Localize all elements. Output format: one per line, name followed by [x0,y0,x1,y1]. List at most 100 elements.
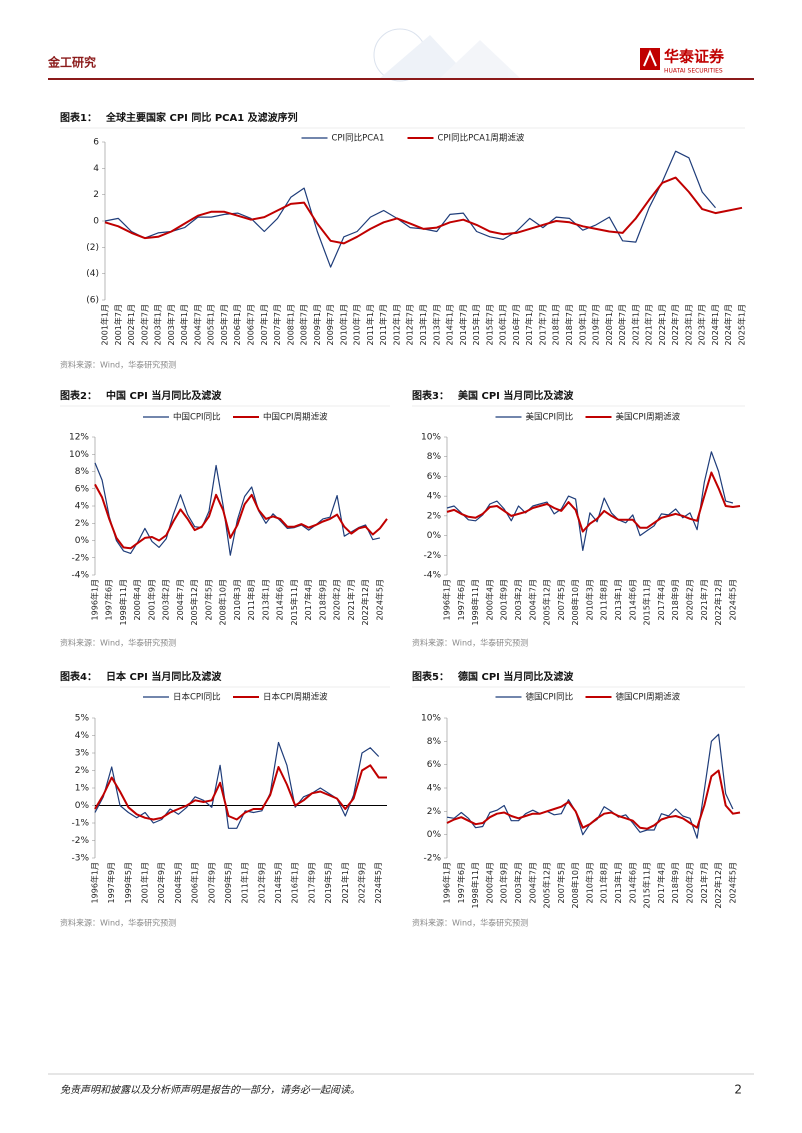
x-tick-label: 2015年11月 [289,579,299,626]
x-tick-label: 2012年9月 [256,862,266,903]
x-tick-label: 2004年1月 [179,304,189,345]
x-tick-label: 2016年7月 [511,304,521,345]
x-tick-label: 2005年12月 [189,579,199,626]
y-tick-label: -1% [71,819,89,829]
x-tick-label: 2005年7月 [219,304,229,345]
x-tick-label: 1997年6月 [104,579,114,620]
x-tick-label: 2010年3月 [584,579,594,620]
y-tick-label: 8% [427,452,442,462]
x-tick-label: 2014年5月 [273,862,283,903]
x-tick-label: 2015年11月 [642,579,652,626]
x-tick-label: 2001年1月 [140,862,150,903]
x-tick-label: 2021年7月 [346,579,356,620]
x-tick-label: 2003年2月 [513,579,523,620]
logo-cn: 华泰证券 [664,48,725,66]
x-tick-label: 2006年7月 [245,304,255,345]
x-tick-label: 1996年1月 [90,579,100,620]
x-tick-label: 2008年7月 [299,304,309,345]
legend-label: CPI同比PCA1 [332,133,385,144]
x-tick-label: 2006年1月 [232,304,242,345]
x-tick-label: 2005年12月 [542,862,552,909]
series-line [446,471,741,533]
x-tick-label: 2024年5月 [374,579,384,620]
x-tick-label: 2013年1月 [260,579,270,620]
x-tick-label: 2021年7月 [699,579,709,620]
y-tick-label: 0% [427,531,442,541]
y-tick-label: 0% [75,801,90,811]
figure-label: 图表3： [412,389,449,402]
y-tick-label: -2% [423,551,441,561]
y-tick-label: (6) [86,296,99,306]
x-tick-label: 2003年2月 [513,862,523,903]
figure-label: 图表5： [412,670,449,683]
x-tick-label: 2017年4月 [656,862,666,903]
x-tick-label: 2001年7月 [113,304,123,345]
x-tick-label: 1997年9月 [106,862,116,903]
footer-disclaimer: 免责声明和披露以及分析师声明是报告的一部分，请务必一起阅读。 [60,1084,360,1096]
x-tick-label: 1998年11月 [470,862,480,909]
x-tick-label: 2020年1月 [604,304,614,345]
x-tick-label: 2011年8月 [599,862,609,903]
series-line [446,769,741,830]
x-tick-label: 1996年1月 [90,862,100,903]
source-note: 资料来源：Wind，华泰研究预测 [412,918,528,928]
y-tick-label: 4% [75,731,90,741]
x-tick-label: 2016年1月 [498,304,508,345]
x-tick-label: 2015年7月 [484,304,494,345]
x-tick-label: 2017年9月 [306,862,316,903]
source-note: 资料来源：Wind，华泰研究预测 [60,360,176,370]
y-tick-label: 0 [93,217,99,227]
y-tick-label: (4) [86,269,99,279]
x-tick-label: 2014年7月 [458,304,468,345]
x-tick-label: 2000年4月 [132,579,142,620]
x-tick-label: 2007年5月 [556,579,566,620]
y-tick-label: -4% [423,571,441,581]
x-tick-label: 2007年7月 [272,304,282,345]
x-tick-label: 2022年1月 [657,304,667,345]
figure-label: 图表1： [60,111,97,124]
chart-title: 中国 CPI 当月同比及滤波 [106,389,222,402]
x-tick-label: 2025年1月 [737,304,747,345]
x-tick-label: 2024年5月 [727,862,737,903]
x-tick-label: 2014年6月 [627,579,637,620]
legend-label: 中国CPI同比 [173,412,221,423]
y-tick-label: 6% [427,760,442,770]
y-tick-label: 6% [75,484,90,494]
x-tick-label: 2009年5月 [223,862,233,903]
x-tick-label: 2001年9月 [499,579,509,620]
y-tick-label: 4% [427,492,442,502]
figure-label: 图表4： [60,670,97,683]
x-tick-label: 2011年1月 [365,304,375,345]
y-tick-label: -2% [71,836,89,846]
y-tick-label: (2) [86,243,99,253]
x-tick-label: 2003年2月 [161,579,171,620]
y-tick-label: 4 [93,164,99,174]
x-tick-label: 2014年6月 [627,862,637,903]
x-tick-label: 2011年8月 [246,579,256,620]
x-tick-label: 2008年10月 [570,862,580,909]
x-tick-label: 2022年12月 [360,579,370,626]
x-tick-label: 2009年1月 [312,304,322,345]
legend-label: 德国CPI同比 [526,692,574,703]
series-line [104,176,743,245]
logo-en: HUATAI SECURITIES [664,68,723,75]
x-tick-label: 2007年1月 [259,304,269,345]
y-tick-label: 1% [75,784,90,794]
x-tick-label: 2001年9月 [146,579,156,620]
x-tick-label: 2024年5月 [373,862,383,903]
chart: 图表1： 全球主要国家 CPI 同比 PCA1 及滤波序列资料来源：Wind，华泰… [60,111,747,370]
x-tick-label: 2010年1月 [338,304,348,345]
x-tick-label: 2022年7月 [670,304,680,345]
x-tick-label: 2008年10月 [218,579,228,626]
x-tick-label: 2012年1月 [391,304,401,345]
x-tick-label: 2020年2月 [684,862,694,903]
legend-label: 美国CPI同比 [526,412,574,423]
x-tick-label: 2019年7月 [591,304,601,345]
x-tick-label: 2000年4月 [484,862,494,903]
x-tick-label: 2018年1月 [551,304,561,345]
x-tick-label: 2011年8月 [599,579,609,620]
x-tick-label: 2010年7月 [352,304,362,345]
